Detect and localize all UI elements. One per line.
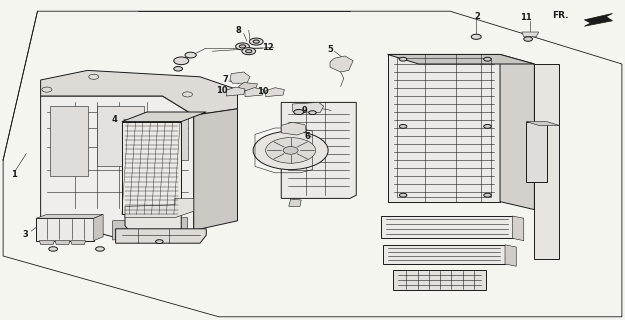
Circle shape bbox=[524, 37, 532, 41]
Polygon shape bbox=[55, 241, 70, 244]
Circle shape bbox=[253, 131, 328, 170]
Polygon shape bbox=[122, 112, 206, 122]
Polygon shape bbox=[226, 87, 245, 96]
Polygon shape bbox=[330, 56, 353, 72]
Circle shape bbox=[484, 57, 491, 61]
Polygon shape bbox=[388, 54, 534, 64]
Text: 7: 7 bbox=[222, 75, 228, 84]
Polygon shape bbox=[584, 13, 612, 26]
Circle shape bbox=[309, 111, 316, 115]
Polygon shape bbox=[505, 245, 516, 266]
Circle shape bbox=[89, 74, 99, 79]
Text: FR.: FR. bbox=[552, 11, 569, 20]
Circle shape bbox=[399, 57, 407, 61]
Circle shape bbox=[239, 45, 246, 48]
Polygon shape bbox=[94, 214, 103, 241]
Bar bbox=[122, 122, 181, 214]
Polygon shape bbox=[112, 218, 188, 240]
Text: 5: 5 bbox=[327, 45, 333, 54]
Circle shape bbox=[484, 193, 491, 197]
Polygon shape bbox=[239, 83, 258, 91]
Circle shape bbox=[49, 247, 58, 251]
Text: 8: 8 bbox=[235, 26, 241, 35]
Circle shape bbox=[253, 40, 259, 43]
Text: 10: 10 bbox=[216, 86, 227, 95]
Polygon shape bbox=[281, 102, 356, 198]
Circle shape bbox=[182, 92, 192, 97]
Polygon shape bbox=[522, 32, 539, 37]
Circle shape bbox=[484, 124, 491, 128]
Polygon shape bbox=[292, 102, 324, 113]
Polygon shape bbox=[281, 122, 306, 135]
Circle shape bbox=[294, 109, 304, 115]
Circle shape bbox=[283, 147, 298, 154]
Polygon shape bbox=[125, 198, 194, 218]
Circle shape bbox=[236, 43, 249, 50]
Circle shape bbox=[242, 48, 256, 55]
Circle shape bbox=[96, 247, 104, 251]
Circle shape bbox=[266, 138, 316, 163]
Circle shape bbox=[42, 87, 52, 92]
Polygon shape bbox=[71, 241, 86, 244]
Polygon shape bbox=[41, 96, 194, 240]
Circle shape bbox=[471, 34, 481, 39]
Polygon shape bbox=[153, 115, 188, 160]
Polygon shape bbox=[382, 245, 505, 264]
Polygon shape bbox=[125, 214, 181, 238]
Circle shape bbox=[185, 52, 196, 58]
Polygon shape bbox=[512, 216, 524, 241]
Text: 12: 12 bbox=[262, 43, 273, 52]
Text: 2: 2 bbox=[474, 12, 481, 20]
Polygon shape bbox=[50, 106, 88, 176]
Text: 3: 3 bbox=[22, 230, 28, 239]
Text: 1: 1 bbox=[11, 170, 17, 179]
Circle shape bbox=[399, 124, 407, 128]
Polygon shape bbox=[289, 199, 301, 206]
Polygon shape bbox=[392, 270, 486, 290]
Polygon shape bbox=[526, 122, 547, 182]
Polygon shape bbox=[245, 88, 264, 97]
Polygon shape bbox=[534, 64, 559, 259]
Text: 10: 10 bbox=[257, 87, 268, 96]
Circle shape bbox=[174, 57, 189, 65]
Circle shape bbox=[399, 193, 407, 197]
Polygon shape bbox=[500, 54, 534, 210]
Polygon shape bbox=[381, 216, 512, 238]
Polygon shape bbox=[388, 54, 500, 202]
Circle shape bbox=[174, 67, 182, 71]
Circle shape bbox=[246, 50, 252, 53]
Polygon shape bbox=[266, 88, 284, 97]
Polygon shape bbox=[39, 241, 54, 244]
Circle shape bbox=[249, 38, 263, 45]
Polygon shape bbox=[194, 109, 238, 230]
Circle shape bbox=[156, 240, 163, 244]
Text: 4: 4 bbox=[111, 115, 118, 124]
Polygon shape bbox=[36, 214, 103, 218]
Polygon shape bbox=[230, 72, 250, 83]
Text: 9: 9 bbox=[302, 106, 308, 115]
Text: 11: 11 bbox=[521, 13, 532, 22]
Polygon shape bbox=[41, 70, 238, 115]
Polygon shape bbox=[97, 106, 144, 166]
Text: 6: 6 bbox=[304, 132, 311, 141]
Polygon shape bbox=[36, 218, 94, 241]
Polygon shape bbox=[116, 229, 206, 243]
Polygon shape bbox=[526, 122, 559, 125]
